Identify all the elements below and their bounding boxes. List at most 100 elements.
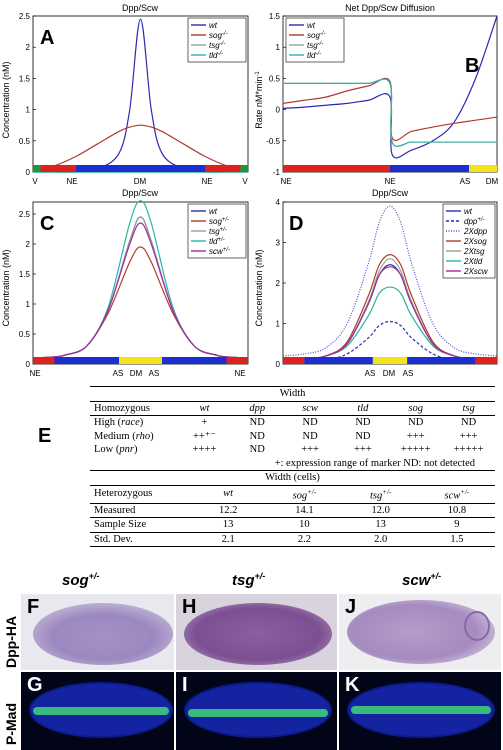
table-width-cells-header: Width (cells) xyxy=(90,471,495,486)
panel-a-title: Dpp/Scw xyxy=(122,3,159,13)
panel-a-ytick: 2 xyxy=(26,43,31,52)
panel-c-ytick: 0.5 xyxy=(19,330,31,339)
panel-c-letter: C xyxy=(40,213,54,235)
panel-d-region-bar xyxy=(372,357,408,364)
panel-d-series-dpp xyxy=(282,320,498,363)
panel-a-ytick: 0 xyxy=(26,168,31,177)
panel-c-series-sog xyxy=(32,246,249,359)
panel-a-legend-label: tld-/- xyxy=(209,51,223,60)
panel-c-ytick: 2 xyxy=(26,240,31,249)
embryo-k-image xyxy=(347,682,495,738)
panel-a-region-bar xyxy=(205,165,241,172)
embryo-title-tsg: tsg+/- xyxy=(232,571,266,589)
panel-d-ytick: 1 xyxy=(276,320,281,329)
panel-b-xtick-2: AS xyxy=(460,177,471,186)
panel-c-xtick-3: AS xyxy=(149,369,160,378)
panel-b-chart: Net Dpp/Scw Diffusion Rate nM*min-1 -1-0… xyxy=(254,3,499,186)
panel-d-region-bar xyxy=(407,357,476,364)
panel-b-xtick-0: NE xyxy=(280,177,291,186)
panel-a-xtick-3: NE xyxy=(201,177,212,186)
table-genotype: dpp xyxy=(249,402,266,414)
panel-d-legend-label: 2Xdpp xyxy=(463,227,488,236)
panel-a-series-sog xyxy=(32,124,249,172)
panel-d-legend-label: 2Xsog xyxy=(463,237,487,246)
embryo-photo-k: K xyxy=(339,672,501,750)
panel-b-legend-label: tld-/- xyxy=(307,51,321,60)
panel-c-region-bar xyxy=(162,357,227,364)
panel-c-ytick: 1 xyxy=(26,300,31,309)
panel-c-xtick-0: NE xyxy=(29,369,40,378)
panel-b-ytick: -0.5 xyxy=(266,137,280,146)
panel-d-letter: D xyxy=(289,213,303,235)
panel-k-letter: K xyxy=(345,674,360,696)
panel-e-letter: E xyxy=(38,425,52,447)
panel-d-legend-label: dpp+/- xyxy=(464,217,485,226)
panel-c-legend-label: wt xyxy=(209,207,218,216)
table-genotype: tld xyxy=(357,402,369,414)
panel-d-ytick: 4 xyxy=(276,198,281,207)
panel-b-xtick-1: NE xyxy=(384,177,395,186)
panel-c-legend-label: tsg+/- xyxy=(209,227,227,236)
embryo-photo-j: J xyxy=(339,594,501,670)
panel-g-letter: G xyxy=(27,674,43,696)
panel-a-region-bar xyxy=(76,165,205,172)
panel-c-xtick-4: NE xyxy=(234,369,245,378)
panel-d-title: Dpp/Scw xyxy=(372,188,409,198)
panel-b-ytick: 1 xyxy=(276,43,281,52)
panel-a-letter: A xyxy=(40,27,54,49)
panel-h-letter: H xyxy=(182,596,197,618)
table-genotype: scw xyxy=(302,402,318,414)
panel-c-legend-label: scw+/- xyxy=(209,247,230,256)
panel-c-ylabel: Concentration (nM) xyxy=(1,249,11,326)
panel-b-legend-label: sog-/- xyxy=(307,31,326,40)
panel-d-legend-label: wt xyxy=(464,207,473,216)
panel-a-region-bar xyxy=(40,165,76,172)
embryo-photo-f: F xyxy=(21,594,174,670)
panel-a-legend-sup: -/- xyxy=(220,41,226,47)
panel-d-series-2Xtld xyxy=(282,286,498,361)
panel-c-region-bar xyxy=(54,357,119,364)
panel-a-region-bar xyxy=(240,165,248,172)
panel-c-ytick: 2.5 xyxy=(19,210,31,219)
panel-b-legend-label: wt xyxy=(307,21,316,30)
embryo-h-image xyxy=(184,603,332,665)
embryo-title-sog: sog+/- xyxy=(62,571,100,589)
panel-f-letter: F xyxy=(27,596,40,618)
panel-d-ytick: 2 xyxy=(276,279,281,288)
panel-b: Net Dpp/Scw Diffusion Rate nM*min-1 -1 -0… xyxy=(253,0,503,190)
panel-b-ytick: -1 xyxy=(273,168,281,177)
panel-b-ytick: 0.5 xyxy=(269,74,281,83)
panel-j-letter: J xyxy=(345,596,357,618)
table-row: Medium (rho) ++⁺⁻ ND ND ND +++ +++ xyxy=(94,430,478,442)
panel-a-xtick-4: V xyxy=(242,177,248,186)
panel-a-chart: Dpp/Scw Concentration (nM) 00.511.522.5 … xyxy=(1,3,249,186)
panel-b-letter: B xyxy=(465,55,479,77)
panel-a-ytick: 1 xyxy=(26,106,31,115)
panel-c-title: Dpp/Scw xyxy=(122,188,159,198)
panel-b-title: Net Dpp/Scw Diffusion xyxy=(345,3,435,13)
panel-d-legend-label: 2Xtld xyxy=(463,257,483,266)
panel-a-xtick-2: DM xyxy=(134,177,147,186)
panel-b-ylabel-sup: -1 xyxy=(255,71,261,77)
panel-b-ytick: 0 xyxy=(276,106,281,115)
panel-d-region-bar xyxy=(475,357,497,364)
panel-b-region-bar xyxy=(283,165,390,172)
panel-c-chart: Dpp/Scw Concentration (nM) 00.511.522.5 … xyxy=(1,188,249,378)
panel-c-region-bar xyxy=(226,357,248,364)
panel-d-xtick-1: DM xyxy=(383,369,396,378)
table-row: Measured 12.2 14.1 12.0 10.8 xyxy=(90,503,495,518)
table-genotype: tsg xyxy=(462,402,475,414)
panel-d-region-bar xyxy=(304,357,373,364)
panel-d-series-2Xscw xyxy=(282,266,498,361)
panel-d-xtick-2: AS xyxy=(403,369,414,378)
panel-d-ytick: 0 xyxy=(276,360,281,369)
panel-b-xtick-3: DM xyxy=(486,177,499,186)
embryo-i-image xyxy=(184,682,332,738)
panel-b-region-bar xyxy=(469,165,497,172)
panel-b-series-sog xyxy=(282,77,498,142)
panel-c-legend-sup: +/- xyxy=(222,217,229,223)
table-note: +: expression range of marker ND: not de… xyxy=(274,457,475,469)
